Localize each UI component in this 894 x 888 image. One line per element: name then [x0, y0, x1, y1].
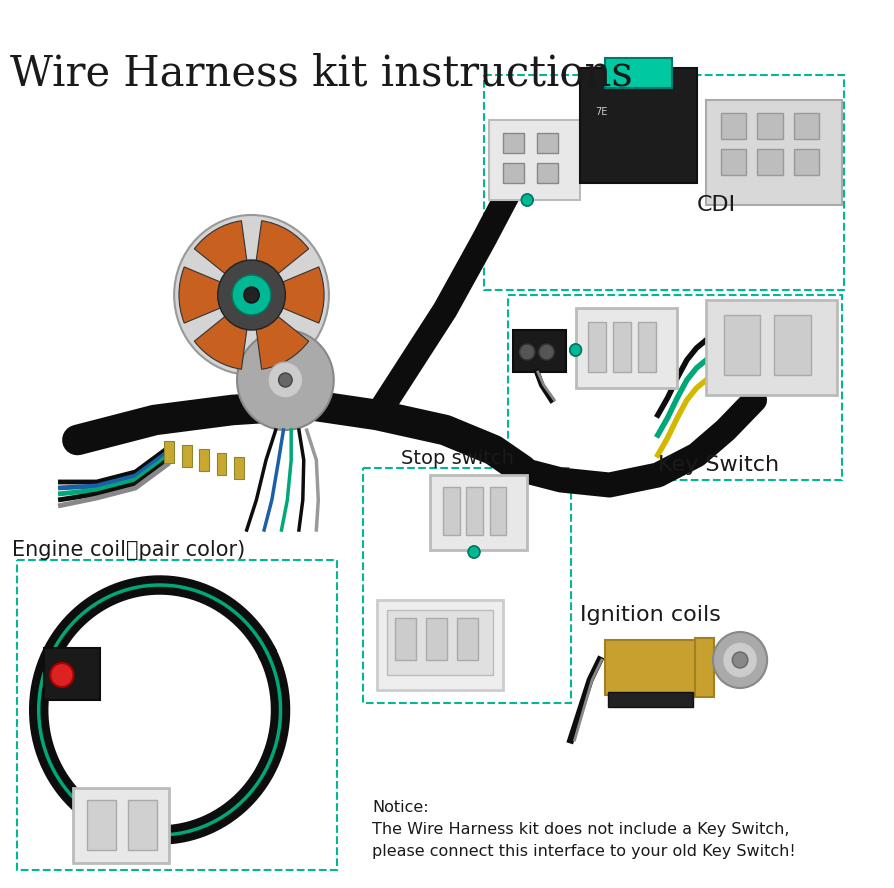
Bar — [757, 149, 782, 175]
Bar — [44, 648, 99, 700]
Bar — [794, 113, 820, 139]
Bar — [638, 322, 656, 372]
Text: 7E: 7E — [595, 107, 607, 117]
Wedge shape — [251, 295, 308, 369]
Circle shape — [50, 663, 73, 687]
Bar — [706, 300, 837, 395]
Text: Wire Harness kit instructions: Wire Harness kit instructions — [10, 52, 632, 94]
Text: CDI: CDI — [696, 195, 736, 215]
Circle shape — [713, 632, 767, 688]
Circle shape — [732, 652, 747, 668]
Bar — [199, 449, 209, 471]
Bar — [87, 800, 116, 850]
Bar — [234, 457, 244, 479]
Bar — [604, 640, 696, 695]
Bar — [721, 149, 746, 175]
Bar — [181, 445, 191, 467]
Circle shape — [468, 546, 480, 558]
Bar — [613, 322, 631, 372]
Circle shape — [268, 362, 303, 398]
Bar — [387, 610, 493, 675]
Bar — [576, 308, 677, 388]
Text: Key Switch: Key Switch — [658, 455, 779, 475]
Bar — [377, 600, 503, 690]
Bar — [164, 441, 174, 463]
Wedge shape — [194, 221, 251, 295]
Circle shape — [279, 373, 292, 387]
Bar — [443, 487, 460, 535]
Circle shape — [237, 330, 333, 430]
Bar — [394, 618, 416, 660]
Bar — [695, 638, 714, 697]
Bar — [513, 330, 566, 372]
Bar — [72, 788, 169, 863]
Circle shape — [539, 344, 554, 360]
Bar — [537, 133, 558, 153]
Wedge shape — [179, 267, 251, 323]
Bar — [503, 133, 524, 153]
Bar — [17, 560, 337, 870]
Circle shape — [569, 344, 581, 356]
Wedge shape — [251, 221, 308, 295]
Text: Stop switch: Stop switch — [401, 449, 514, 468]
Circle shape — [244, 287, 259, 303]
Bar — [363, 468, 570, 703]
Bar — [604, 58, 672, 88]
Text: Notice:
The Wire Harness kit does not include a Key Switch,
please connect this : Notice: The Wire Harness kit does not in… — [373, 800, 796, 860]
Bar — [503, 163, 524, 183]
Bar — [774, 315, 811, 375]
Bar — [488, 120, 580, 200]
Circle shape — [232, 275, 271, 315]
Circle shape — [521, 194, 533, 206]
Circle shape — [174, 215, 329, 375]
Wedge shape — [194, 295, 251, 369]
Text: Ignition coils: Ignition coils — [580, 605, 721, 625]
Bar — [490, 487, 506, 535]
Bar — [794, 149, 820, 175]
Bar — [588, 322, 605, 372]
Circle shape — [217, 260, 285, 330]
Wedge shape — [251, 267, 325, 323]
Text: Engine coil（pair color): Engine coil（pair color) — [12, 540, 245, 560]
Circle shape — [519, 344, 535, 360]
Bar — [508, 295, 841, 480]
Bar — [426, 618, 447, 660]
Bar — [608, 692, 693, 707]
Bar — [128, 800, 156, 850]
Bar — [457, 618, 478, 660]
Bar — [721, 113, 746, 139]
Bar — [723, 315, 761, 375]
Bar — [216, 453, 226, 475]
Bar — [484, 75, 844, 290]
Circle shape — [521, 194, 533, 206]
Bar — [706, 100, 841, 205]
Circle shape — [468, 546, 480, 558]
Bar — [537, 163, 558, 183]
Circle shape — [722, 642, 757, 678]
Bar — [431, 475, 527, 550]
Bar — [757, 113, 782, 139]
Bar — [580, 68, 696, 183]
Circle shape — [569, 344, 581, 356]
Bar — [467, 487, 483, 535]
